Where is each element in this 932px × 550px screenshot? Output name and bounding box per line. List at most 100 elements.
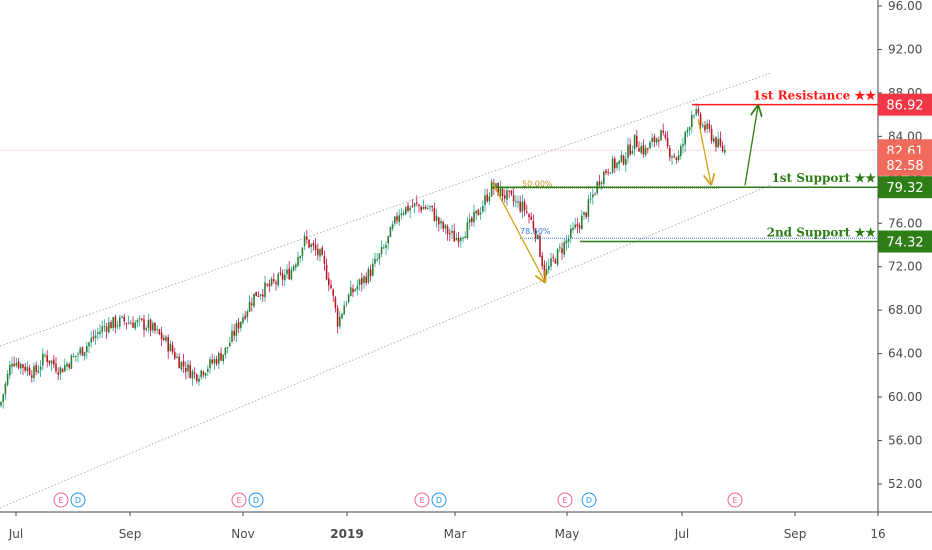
- candle-body: [576, 224, 579, 227]
- candle-body: [609, 172, 612, 174]
- candle-body: [350, 287, 352, 296]
- candle-body: [209, 358, 211, 369]
- candle-body: [46, 355, 48, 362]
- candle-body: [653, 136, 656, 142]
- candle-body: [721, 145, 724, 152]
- candle-body: [554, 259, 557, 264]
- x-tick-label: Nov: [231, 527, 254, 541]
- candle-body: [319, 249, 321, 257]
- price-channel: [0, 72, 771, 509]
- price-badge-bg: [878, 153, 932, 176]
- candle-body: [537, 234, 539, 239]
- candle-body: [59, 367, 62, 374]
- candle-body: [303, 235, 306, 247]
- candle-body: [589, 198, 592, 200]
- candle-body: [627, 144, 629, 159]
- candle-body: [475, 210, 477, 214]
- event-label: D: [253, 496, 259, 505]
- candle-body: [429, 206, 431, 208]
- candle-body: [83, 351, 86, 357]
- candle-body: [391, 224, 394, 229]
- candle-body: [697, 108, 700, 114]
- level-lines: 1st Resistance ★★ 1st Support ★★ 2nd Suppo…: [492, 89, 878, 243]
- candle-body: [691, 114, 693, 128]
- candle-body: [169, 343, 172, 352]
- x-tick-label: Jul: [8, 527, 23, 541]
- candle-body: [713, 138, 715, 142]
- y-axis[interactable]: 96.0092.0088.0084.0080.0076.0072.0068.00…: [877, 0, 922, 512]
- candle-body: [587, 199, 590, 217]
- candle-body: [629, 144, 631, 155]
- candle-body: [482, 205, 484, 212]
- candle-body: [372, 263, 374, 276]
- candle-body: [343, 305, 345, 315]
- dividend-event-icon: D: [248, 492, 264, 508]
- candle-body: [141, 318, 143, 320]
- candle-body: [451, 230, 453, 234]
- candle-body: [642, 144, 645, 155]
- channel-line-lower: [0, 184, 771, 509]
- candle-body: [101, 326, 103, 333]
- candle-body: [356, 285, 359, 290]
- candle-body: [204, 373, 207, 376]
- candle-body: [640, 146, 642, 153]
- arrow: [744, 106, 758, 186]
- candle-body: [310, 244, 312, 247]
- candle-body: [295, 264, 297, 268]
- x-axis[interactable]: Jul Sep Nov 2019 Mar May Jul Sep 16: [0, 511, 932, 541]
- arrow: [491, 181, 545, 282]
- candle-body: [592, 194, 594, 198]
- candle-body: [611, 158, 614, 173]
- candle-body: [620, 154, 623, 162]
- candle-body: [649, 142, 651, 149]
- candle-body: [515, 201, 517, 203]
- candle-body: [264, 282, 266, 298]
- candle-body: [644, 147, 647, 155]
- fib-labels: 50.00% 78.60%: [520, 179, 553, 236]
- candle-body: [130, 323, 132, 325]
- y-tick-label: 56.00: [888, 434, 922, 448]
- x-tick-label: May: [555, 527, 580, 541]
- candle-body: [440, 221, 442, 224]
- candle-body: [270, 278, 273, 286]
- candle-body: [77, 354, 79, 356]
- candle-body: [226, 346, 229, 348]
- candle-body: [603, 171, 605, 184]
- candle-body: [121, 316, 123, 318]
- candle-body: [466, 222, 469, 238]
- candle-body: [68, 364, 70, 368]
- candle-body: [369, 269, 372, 277]
- candle-body: [6, 373, 9, 385]
- candle-body: [81, 347, 84, 356]
- price-badge-value: 74.32: [886, 236, 923, 251]
- candle-body: [477, 209, 480, 216]
- candle-body: [358, 279, 361, 286]
- earnings-event-icon: E: [414, 492, 430, 508]
- x-tick-label: Sep: [784, 527, 807, 541]
- candle-body: [680, 146, 682, 157]
- price-badge: 86.92: [878, 93, 932, 116]
- candle-body: [352, 288, 354, 293]
- candle-body: [488, 196, 491, 201]
- candle-body: [449, 233, 451, 235]
- candle-body: [215, 359, 218, 365]
- y-tick-label: 64.00: [888, 347, 922, 361]
- candle-body: [28, 367, 31, 376]
- candle-body: [702, 124, 704, 127]
- price-badge-bg: [878, 176, 932, 199]
- candle-body: [572, 227, 574, 231]
- candle-body: [72, 355, 75, 357]
- candle-body: [138, 318, 141, 320]
- candle-body: [273, 279, 275, 282]
- dividend-event-icon: D: [431, 492, 447, 508]
- candle-body: [180, 361, 183, 370]
- candle-body: [2, 394, 4, 403]
- candle-body: [198, 378, 200, 382]
- candle-body: [134, 322, 136, 329]
- y-tick-label: 96.00: [888, 0, 922, 13]
- candle-body: [413, 203, 416, 207]
- candle-body: [231, 330, 233, 342]
- y-tick-label: 60.00: [888, 390, 922, 404]
- candle-body: [563, 242, 565, 255]
